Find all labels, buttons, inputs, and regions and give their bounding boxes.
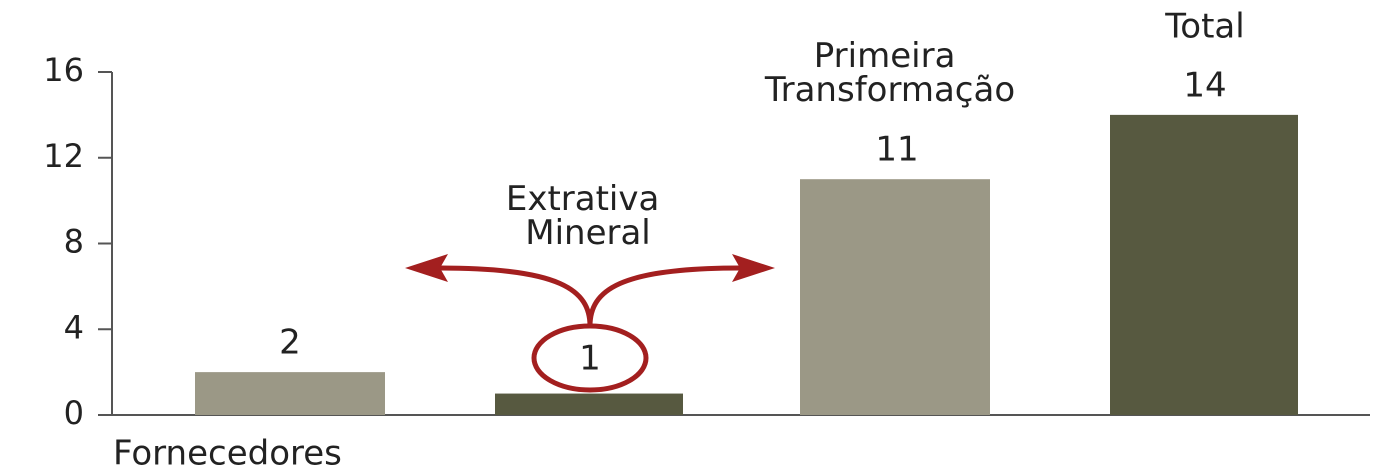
category-label: Fornecedores: [113, 434, 342, 469]
y-tick-label: 12: [43, 137, 84, 175]
arrow-right: [587, 265, 741, 327]
category-label: Extrativa Mineral: [506, 179, 670, 253]
value-label: 11: [875, 130, 918, 170]
value-label: 1: [579, 339, 601, 379]
arrow-head-left: [405, 254, 448, 282]
bar: [800, 179, 990, 415]
bar: [195, 372, 385, 415]
y-tick-label: 0: [64, 394, 84, 432]
y-tick-label: 4: [64, 308, 84, 346]
y-tick-label: 16: [43, 51, 84, 89]
bar: [495, 393, 683, 415]
value-label: 2: [279, 323, 301, 363]
y-tick-label: 8: [64, 223, 84, 261]
value-label: 14: [1183, 65, 1226, 105]
arrow-left: [439, 265, 593, 327]
arrow-head-right: [732, 254, 775, 282]
category-label: Primeira Transformação: [764, 36, 1015, 110]
highlight: [405, 254, 775, 393]
category-label: Total: [1164, 7, 1244, 47]
bar: [1110, 114, 1298, 415]
